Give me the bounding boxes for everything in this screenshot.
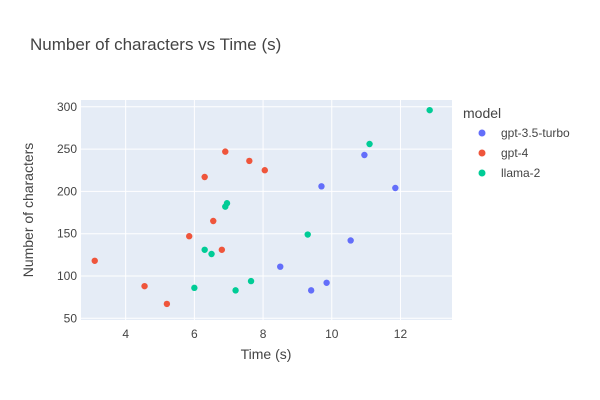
y-tick-label: 300: [57, 100, 77, 114]
point-gpt-3.5-turbo-2[interactable]: [318, 183, 325, 190]
y-axis-title: Number of characters: [20, 143, 36, 278]
point-gpt-3.5-turbo-4[interactable]: [347, 237, 354, 244]
point-gpt-4-9[interactable]: [261, 167, 268, 174]
legend-marker-llama-2[interactable]: [478, 169, 486, 177]
point-gpt-3.5-turbo-6[interactable]: [392, 184, 399, 192]
legend-item-gpt-4[interactable]: gpt-4: [501, 146, 529, 160]
point-gpt-3.5-turbo-3[interactable]: [323, 279, 330, 286]
y-tick-label: 200: [57, 184, 77, 198]
point-gpt-4-6[interactable]: [218, 246, 226, 253]
point-llama-2-1[interactable]: [201, 246, 208, 253]
gridlines: [81, 100, 452, 320]
point-gpt-3.5-turbo-0[interactable]: [277, 263, 284, 270]
x-tick-label: 12: [394, 327, 408, 341]
data-points: [91, 106, 433, 308]
y-tick-label: 250: [57, 142, 77, 156]
legend-item-llama-2[interactable]: llama-2: [501, 166, 541, 180]
x-tick-label: 8: [260, 327, 267, 341]
point-llama-2-2[interactable]: [208, 250, 215, 258]
point-llama-2-9[interactable]: [426, 106, 433, 114]
x-tick-label: 6: [191, 327, 198, 341]
legend[interactable]: model gpt-3.5-turbo gpt-4 llama-2: [463, 105, 570, 180]
point-gpt-4-5[interactable]: [210, 217, 217, 225]
y-axis-ticks: 50 100 150 200 250 300: [57, 100, 77, 326]
point-llama-2-8[interactable]: [366, 140, 373, 148]
y-tick-label: 100: [57, 269, 77, 283]
point-llama-2-0[interactable]: [191, 284, 198, 292]
point-gpt-4-0[interactable]: [91, 257, 98, 264]
x-axis-ticks: 4 6 8 10 12: [122, 327, 407, 341]
point-gpt-4-3[interactable]: [186, 233, 193, 240]
plot-area: [81, 100, 452, 320]
point-gpt-4-8[interactable]: [246, 157, 253, 165]
x-tick-label: 4: [122, 327, 129, 341]
point-gpt-3.5-turbo-5[interactable]: [361, 151, 368, 159]
y-tick-label: 50: [64, 311, 78, 325]
point-llama-2-4[interactable]: [223, 200, 231, 207]
point-gpt-4-1[interactable]: [141, 282, 148, 290]
point-gpt-3.5-turbo-1[interactable]: [307, 287, 315, 294]
y-tick-label: 150: [57, 227, 77, 241]
legend-marker-gpt-4[interactable]: [478, 149, 486, 157]
legend-title: model: [463, 105, 501, 121]
point-llama-2-6[interactable]: [247, 277, 255, 285]
x-tick-label: 10: [325, 327, 339, 341]
point-gpt-4-4[interactable]: [201, 173, 208, 181]
chart-title: Number of characters vs Time (s): [30, 35, 281, 54]
legend-marker-gpt-3.5-turbo[interactable]: [478, 129, 486, 137]
point-gpt-4-2[interactable]: [163, 300, 171, 308]
point-llama-2-7[interactable]: [304, 231, 311, 238]
legend-item-gpt-3.5-turbo[interactable]: gpt-3.5-turbo: [501, 126, 570, 140]
x-axis-title: Time (s): [241, 346, 292, 362]
point-gpt-4-7[interactable]: [222, 148, 229, 155]
point-llama-2-5[interactable]: [232, 287, 239, 294]
